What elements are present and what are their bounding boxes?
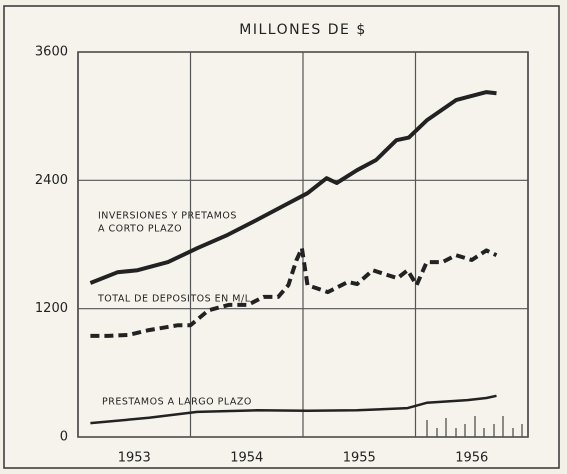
- x-tick-label: 1953: [118, 451, 151, 466]
- series-line: [89, 90, 497, 285]
- annotation: PRESTAMOS A LARGO PLAZO: [102, 397, 252, 408]
- x-tick-label: 1956: [455, 451, 488, 466]
- chart-title: MILLONES DE $: [239, 22, 366, 38]
- month-ticks: [426, 416, 523, 437]
- y-tick-label: 2400: [35, 173, 68, 188]
- y-tick-label: 1200: [35, 301, 68, 316]
- x-tick-label: 1954: [230, 451, 263, 466]
- annotation: INVERSIONES Y PRETAMOS: [98, 211, 237, 222]
- series-line: [90, 246, 498, 338]
- y-tick-label: 3600: [35, 45, 68, 60]
- x-tick-label: 1955: [343, 451, 376, 466]
- frame: [3, 5, 560, 469]
- annotation: A CORTO PLAZO: [98, 224, 182, 235]
- annotation: TOTAL DE DEPOSITOS EN M/L: [97, 294, 251, 305]
- y-tick-label: 0: [60, 430, 68, 445]
- series-line: [90, 394, 497, 425]
